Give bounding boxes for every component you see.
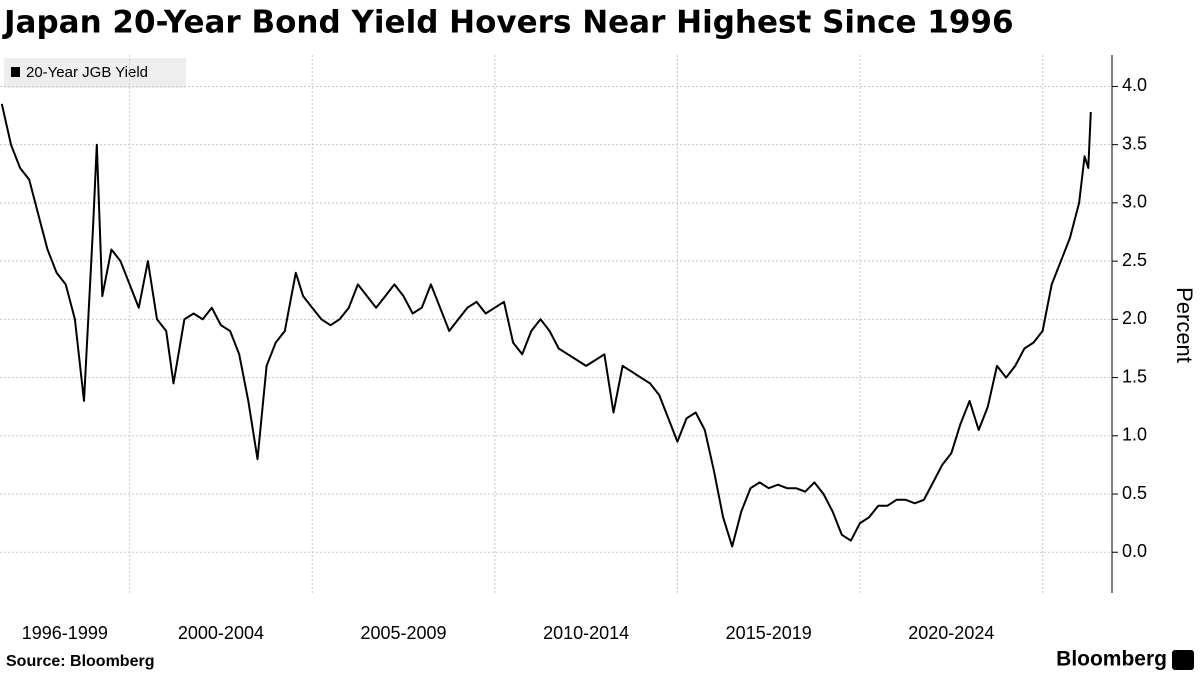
- x-category-label: 1996-1999: [22, 623, 108, 643]
- line: [0, 103, 1092, 548]
- legend-label: 20-Year JGB Yield: [26, 64, 148, 81]
- x-category-label: 2020-2024: [908, 623, 994, 643]
- y-axis-label: Percent: [1172, 287, 1197, 363]
- y-tick-label: 0.5: [1122, 483, 1147, 503]
- y-tick-label: 1.5: [1122, 366, 1147, 386]
- x-category-label: 2015-2019: [726, 623, 812, 643]
- y-tick-label: 2.0: [1122, 308, 1147, 328]
- y-tick-label: 4.0: [1122, 75, 1147, 95]
- x-category-label: 2000-2004: [178, 623, 264, 643]
- y-tick-label: 3.5: [1122, 133, 1147, 153]
- y-tick-label: 2.5: [1122, 250, 1147, 270]
- y-tick-label: 3.0: [1122, 192, 1147, 212]
- legend-swatch: [11, 67, 20, 77]
- x-category-label: 2010-2014: [543, 623, 629, 643]
- brand: Bloomberg: [1056, 648, 1167, 671]
- x-category-label: 2005-2009: [360, 623, 446, 643]
- source: Source: Bloomberg: [6, 653, 154, 670]
- brand-icon: [1172, 650, 1194, 670]
- y-tick-label: 0.0: [1122, 541, 1147, 561]
- chart-title: Japan 20-Year Bond Yield Hovers Near Hig…: [2, 5, 1014, 41]
- y-tick-label: 1.0: [1122, 425, 1147, 445]
- legend-box: [4, 58, 186, 88]
